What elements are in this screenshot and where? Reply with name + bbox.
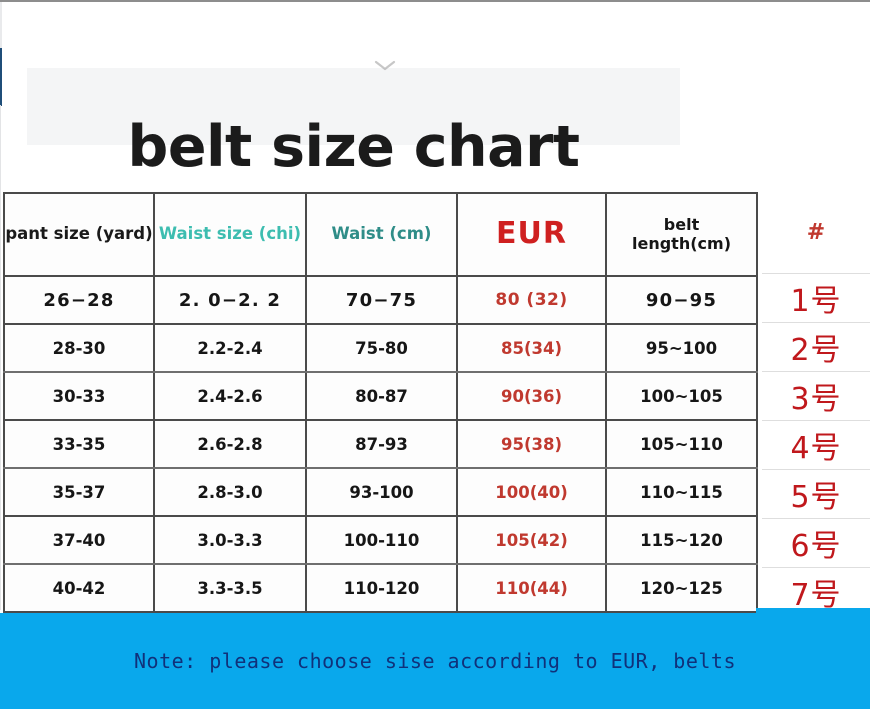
cell-waist-chi: 2. 0−2. 2 [153, 275, 307, 325]
table-row: 37-40 3.0-3.3 100-110 105(42) 115~120 [3, 515, 758, 565]
table-row: 28-30 2.2-2.4 75-80 85(34) 95~100 [3, 323, 758, 373]
table-row: 33-35 2.6-2.8 87-93 95(38) 105~110 [3, 419, 758, 469]
cell-waist-chi: 2.8-3.0 [153, 467, 307, 517]
note-band-extension [756, 608, 870, 613]
cell-pant-size: 30-33 [3, 371, 155, 421]
belt-number-2: 2号 [762, 322, 870, 371]
cell-belt-length: 100~105 [605, 371, 758, 421]
table-row: 40-42 3.3-3.5 110-120 110(44) 120~125 [3, 563, 758, 613]
cell-waist-chi: 2.4-2.6 [153, 371, 307, 421]
cell-belt-length: 105~110 [605, 419, 758, 469]
table-row: 30-33 2.4-2.6 80-87 90(36) 100~105 [3, 371, 758, 421]
column-header-waist-chi: Waist size (chi) [153, 192, 307, 277]
title-banner [27, 68, 680, 145]
belt-number-6: 6号 [762, 518, 870, 567]
column-header-eur: EUR [456, 192, 607, 277]
cell-eur: 105(42) [456, 515, 607, 565]
belt-number-column: # 1号 2号 3号 4号 5号 6号 7号 [762, 192, 870, 617]
cell-belt-length: 115~120 [605, 515, 758, 565]
cell-waist-cm: 93-100 [305, 467, 458, 517]
column-header-pant-size: pant size (yard) [3, 192, 155, 277]
belt-header-line-2: length(cm) [632, 233, 731, 253]
left-edge-lower-strip [0, 105, 1, 610]
belt-number-4: 4号 [762, 420, 870, 469]
chevron-down-icon [373, 58, 397, 74]
note-banner [0, 613, 870, 709]
cell-waist-chi: 2.6-2.8 [153, 419, 307, 469]
belt-header-line-1: belt [663, 215, 700, 235]
cell-pant-size: 40-42 [3, 563, 155, 613]
belt-number-5: 5号 [762, 469, 870, 518]
column-header-belt-length: belt length(cm) [605, 192, 758, 277]
cell-eur: 80 (32) [456, 275, 607, 325]
cell-waist-cm: 87-93 [305, 419, 458, 469]
cell-eur: 90(36) [456, 371, 607, 421]
cell-waist-cm: 110-120 [305, 563, 458, 613]
cell-pant-size: 37-40 [3, 515, 155, 565]
cell-belt-length: 95~100 [605, 323, 758, 373]
table-row: 26−28 2. 0−2. 2 70−75 80 (32) 90−95 [3, 275, 758, 325]
belt-number-3: 3号 [762, 371, 870, 420]
left-edge-accent [0, 48, 2, 106]
cell-eur: 100(40) [456, 467, 607, 517]
table-header-row: pant size (yard) Waist size (chi) Waist … [3, 192, 758, 277]
cell-pant-size: 28-30 [3, 323, 155, 373]
cell-eur: 85(34) [456, 323, 607, 373]
top-edge-strip [0, 0, 870, 2]
size-chart-table: pant size (yard) Waist size (chi) Waist … [3, 192, 758, 613]
cell-pant-size: 26−28 [3, 275, 155, 325]
belt-number-1: 1号 [762, 273, 870, 322]
cell-waist-cm: 100-110 [305, 515, 458, 565]
cell-eur: 110(44) [456, 563, 607, 613]
cell-belt-length: 90−95 [605, 275, 758, 325]
cell-waist-chi: 3.0-3.3 [153, 515, 307, 565]
hash-symbol-header: # [762, 192, 870, 273]
column-header-waist-cm: Waist (cm) [305, 192, 458, 277]
cell-belt-length: 120~125 [605, 563, 758, 613]
cell-waist-cm: 75-80 [305, 323, 458, 373]
cell-belt-length: 110~115 [605, 467, 758, 517]
cell-pant-size: 33-35 [3, 419, 155, 469]
note-text: Note: please choose sise according to EU… [134, 649, 736, 673]
table-row: 35-37 2.8-3.0 93-100 100(40) 110~115 [3, 467, 758, 517]
page-title: belt size chart [127, 114, 580, 181]
cell-waist-cm: 70−75 [305, 275, 458, 325]
cell-waist-cm: 80-87 [305, 371, 458, 421]
cell-waist-chi: 3.3-3.5 [153, 563, 307, 613]
cell-eur: 95(38) [456, 419, 607, 469]
cell-pant-size: 35-37 [3, 467, 155, 517]
cell-waist-chi: 2.2-2.4 [153, 323, 307, 373]
